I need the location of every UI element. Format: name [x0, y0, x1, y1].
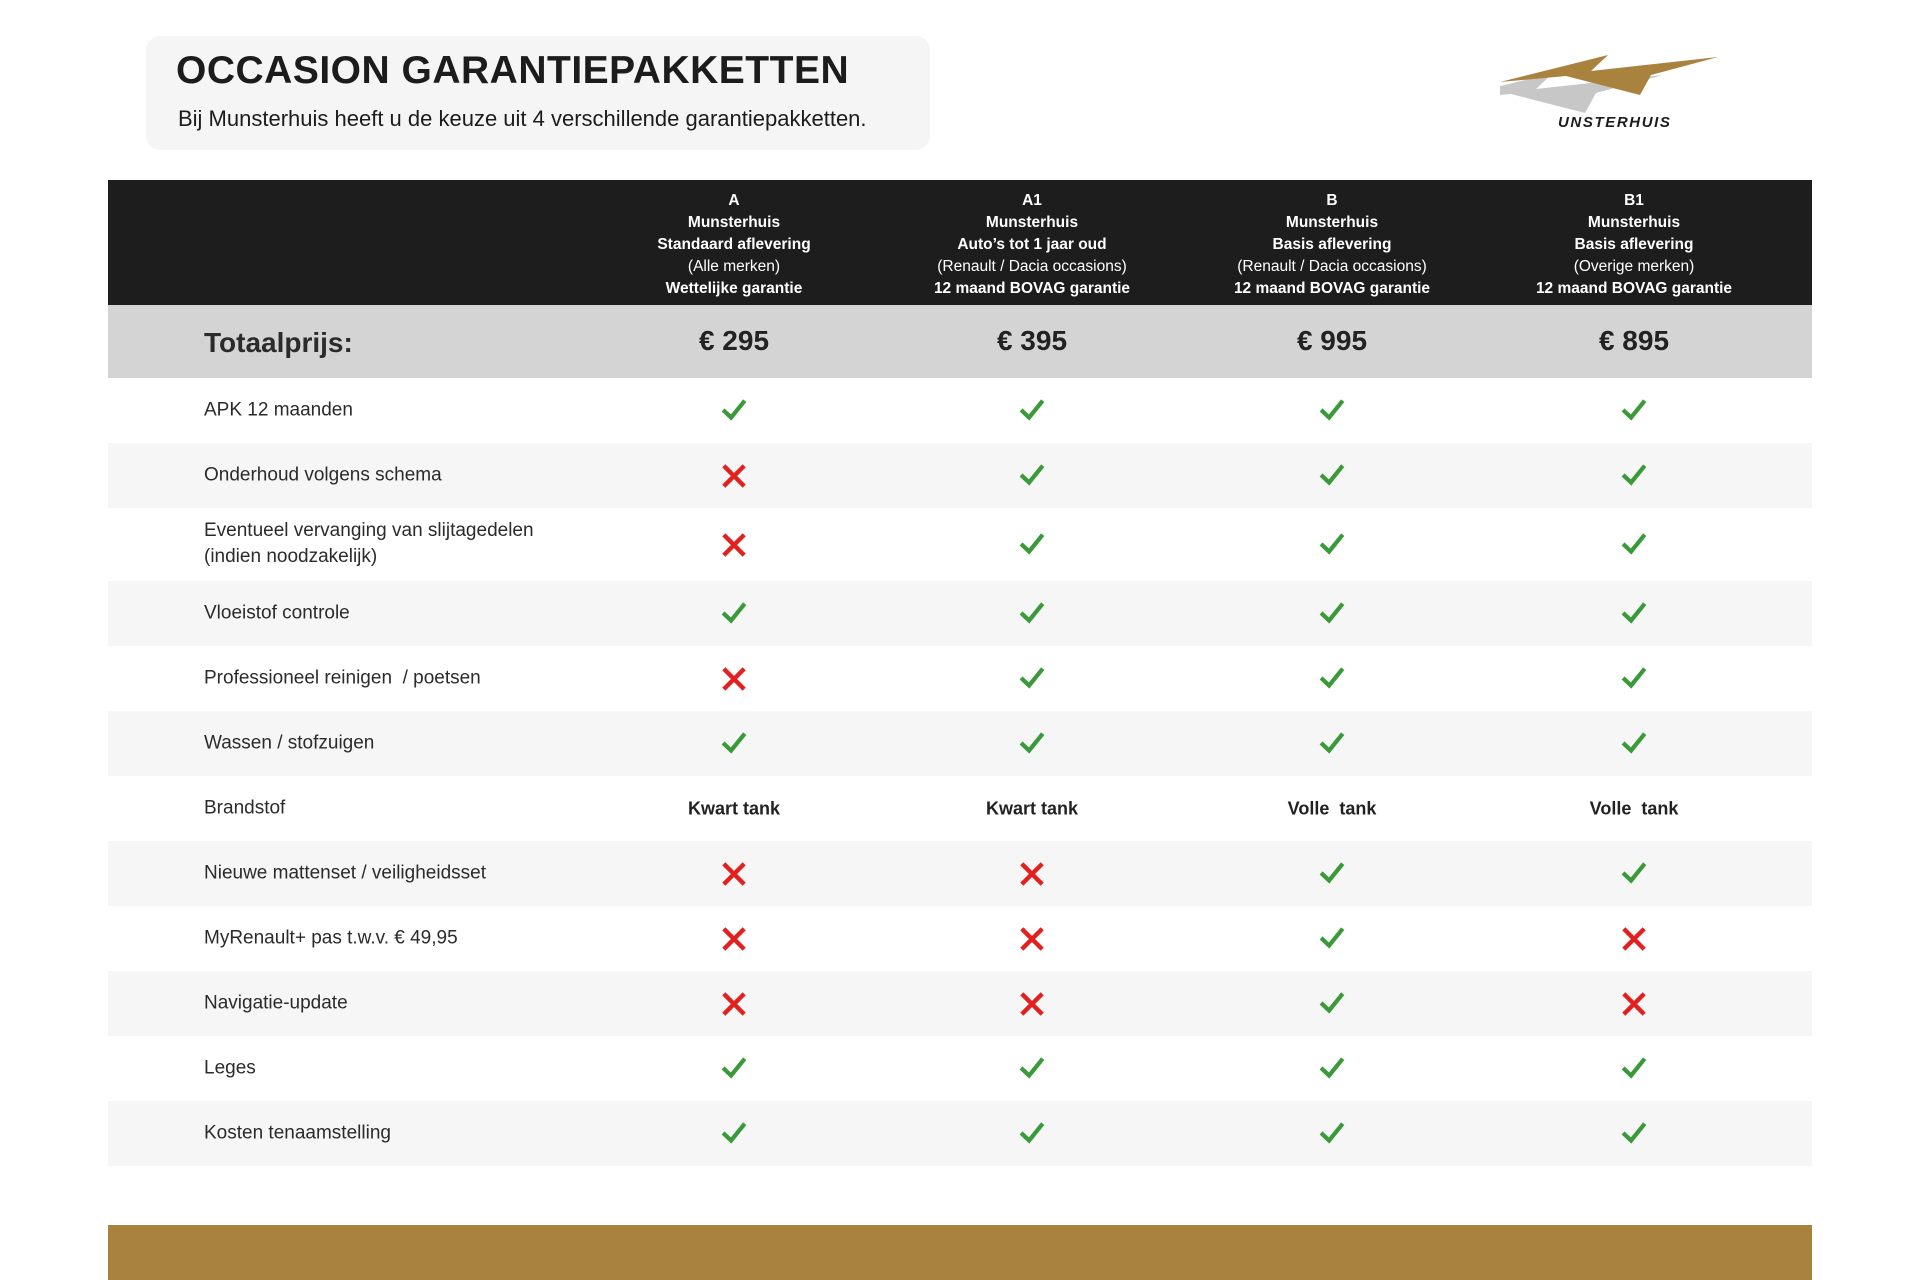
svg-text:UNSTERHUIS: UNSTERHUIS [1558, 114, 1672, 131]
